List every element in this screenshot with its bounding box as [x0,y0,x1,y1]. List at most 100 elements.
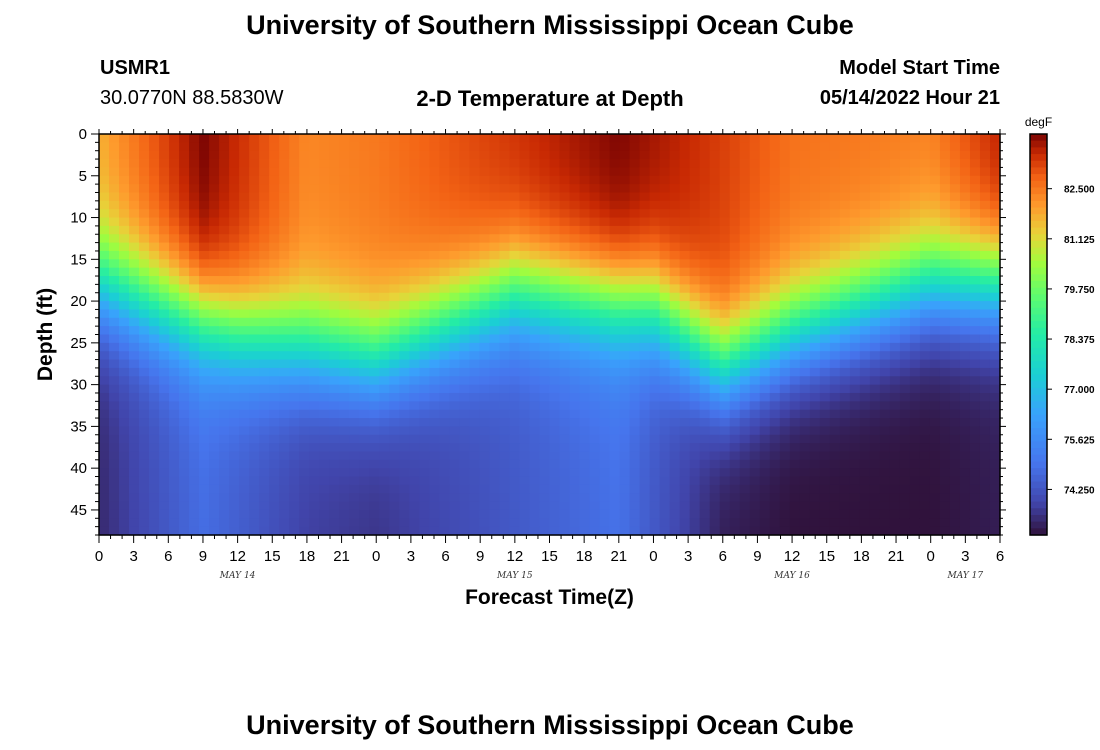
heatmap-cell [229,242,240,252]
heatmap-cell [719,359,731,369]
heatmap-cell [879,418,891,427]
heatmap-cell [509,175,521,185]
heatmap-cell [929,459,941,469]
colorbar-swatch [1030,247,1047,255]
heatmap-cell [219,526,230,536]
heatmap-cell [449,142,460,152]
heatmap-cell [329,526,340,536]
colorbar-swatch [1030,461,1047,469]
heatmap-cell [539,284,551,294]
heatmap-cell [209,409,220,419]
chart-title: 2-D Temperature at Depth [416,86,684,111]
heatmap-cell [739,234,751,244]
heatmap-cell [169,426,180,436]
heatmap-cell [279,250,290,260]
heatmap-cell [519,225,531,235]
heatmap-cell [939,276,951,285]
heatmap-cell [409,384,420,394]
heatmap-cell [499,292,511,302]
heatmap-cell [229,250,240,260]
heatmap-cell [309,167,320,177]
x-tick-label: 6 [719,548,727,565]
heatmap-cell [549,167,561,177]
heatmap-cell [339,175,350,185]
heatmap-cell [549,184,561,194]
heatmap-cell [239,284,250,294]
heatmap-cell [709,192,721,202]
heatmap-cell [589,301,601,311]
heatmap-cell [519,351,531,361]
heatmap-cell [969,167,981,177]
heatmap-cell [809,526,821,536]
heatmap-cell [899,309,911,319]
heatmap-cell [289,334,300,344]
heatmap-cell [249,418,260,427]
heatmap-cell [409,184,420,194]
heatmap-cell [459,217,471,227]
heatmap-cell [129,484,140,494]
heatmap-cell [599,159,611,169]
heatmap-cell [309,259,320,269]
heatmap-cell [639,509,651,519]
heatmap-cell [309,284,320,294]
heatmap-cell [219,484,230,494]
heatmap-cell [289,484,300,494]
heatmap-cell [819,443,831,453]
heatmap-cell [289,267,300,277]
heatmap-cell [789,134,801,143]
heatmap-cell [449,334,460,344]
heatmap-cell [799,326,811,336]
date-label: MAY 16 [773,571,810,581]
heatmap-cell [789,342,801,352]
heatmap-cell [299,134,310,143]
heatmap-cell [109,259,120,269]
heatmap-cell [839,334,851,344]
heatmap-cell [449,225,460,235]
heatmap-cell [689,284,701,294]
heatmap-cell [689,392,701,402]
heatmap-cell [419,250,430,260]
heatmap-cell [599,242,611,252]
heatmap-cell [679,426,691,436]
heatmap-cell [549,292,561,302]
model-start-label: Model Start Time [839,57,1000,79]
heatmap-cell [629,309,641,319]
heatmap-cell [269,434,280,444]
heatmap-cell [229,518,240,528]
heatmap-cell [469,434,481,444]
heatmap-cell [159,493,170,503]
heatmap-cell [429,443,440,453]
heatmap-cell [579,376,591,386]
heatmap-cell [519,493,531,503]
heatmap-cell [709,284,721,294]
heatmap-cell [369,234,380,244]
heatmap-cell [759,451,771,461]
heatmap-cell [849,384,861,394]
heatmap-cell [879,434,891,444]
heatmap-cell [339,150,350,160]
heatmap-cell [449,276,460,285]
heatmap-cell [379,192,390,202]
heatmap-cell [829,409,841,419]
heatmap-cell [439,184,450,194]
heatmap-cell [419,484,430,494]
heatmap-cell [979,175,991,185]
heatmap-cell [229,284,240,294]
heatmap-cell [839,276,851,285]
heatmap-cell [669,509,681,519]
heatmap-cell [919,493,931,503]
heatmap-cell [899,200,911,210]
heatmap-cell [639,159,651,169]
heatmap-cell [989,217,1001,227]
heatmap-cell [609,518,621,528]
heatmap-cell [269,351,280,361]
heatmap-cell [609,484,621,494]
heatmap-cell [459,426,471,436]
colorbar-swatch [1030,434,1047,443]
heatmap-cell [379,225,390,235]
heatmap-cell [859,184,871,194]
heatmap-cell [299,267,310,277]
heatmap-cell [649,351,661,361]
heatmap-cell [849,342,861,352]
colorbar-swatch [1030,454,1047,463]
